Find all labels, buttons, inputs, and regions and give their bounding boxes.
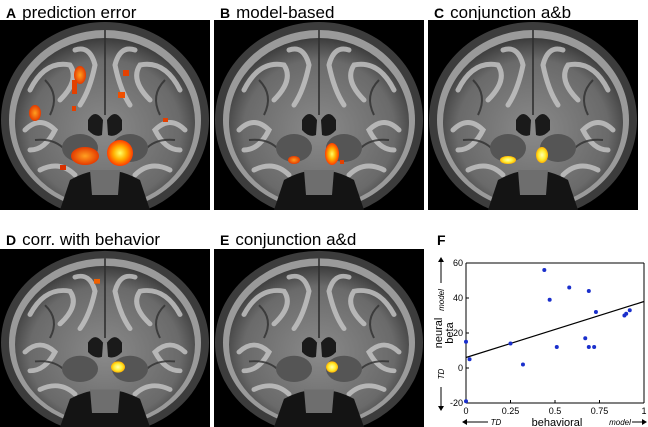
scatter-point — [547, 297, 552, 302]
brain-image-e — [214, 249, 424, 427]
brain-image-d — [0, 249, 210, 427]
scatter-point — [464, 339, 468, 344]
scatter-point — [592, 345, 597, 349]
x-tick-label: 0 — [463, 406, 468, 416]
scatter-point — [542, 268, 547, 272]
brain-image-c — [428, 20, 638, 210]
scatter-points — [464, 268, 632, 404]
scatter-point — [567, 285, 572, 290]
y-tick-label: 0 — [458, 363, 463, 373]
y-tick-label: 20 — [453, 328, 463, 338]
scatter-point — [583, 336, 588, 341]
brain-image-a — [0, 20, 210, 210]
scatter-point — [554, 345, 559, 349]
y-low-label: TD — [437, 368, 446, 379]
fit-line-group — [465, 300, 645, 359]
y-tick-label: 40 — [453, 293, 463, 303]
x-low-arrowhead — [462, 419, 467, 425]
scatter-point — [467, 357, 472, 362]
scatter-point — [586, 345, 591, 349]
y-low-arrowhead — [438, 406, 444, 411]
y-high-label: model — [437, 289, 446, 311]
scatter-point — [624, 311, 629, 316]
scatter-point — [520, 362, 525, 367]
x-tick-label: 0.25 — [502, 406, 520, 416]
x-tick-label: 0.5 — [549, 406, 562, 416]
scatter-point — [593, 310, 598, 314]
x-axis-label: behavioral — [532, 417, 583, 427]
fit-line — [465, 300, 645, 359]
scatter-axes — [465, 262, 645, 404]
y-high-arrowhead — [438, 257, 444, 262]
scatter-axis-labels: behavioral TD model neuralbeta model TD — [433, 257, 647, 427]
scatter-point — [586, 289, 591, 293]
brain-image-b — [214, 20, 424, 210]
scatter-point — [627, 308, 632, 313]
y-axis-label: neuralbeta — [433, 318, 456, 349]
x-tick-label: 0.75 — [591, 406, 609, 416]
scatter-point — [464, 399, 468, 404]
scatter-point — [508, 341, 513, 346]
x-high-label: model — [609, 418, 631, 427]
y-tick-label: 60 — [453, 258, 463, 268]
x-low-label: TD — [491, 418, 502, 427]
y-tick-label: -20 — [450, 398, 463, 408]
x-tick-label: 1 — [641, 406, 646, 416]
panel-f-letter: F — [437, 232, 446, 248]
x-high-arrowhead — [642, 419, 647, 425]
